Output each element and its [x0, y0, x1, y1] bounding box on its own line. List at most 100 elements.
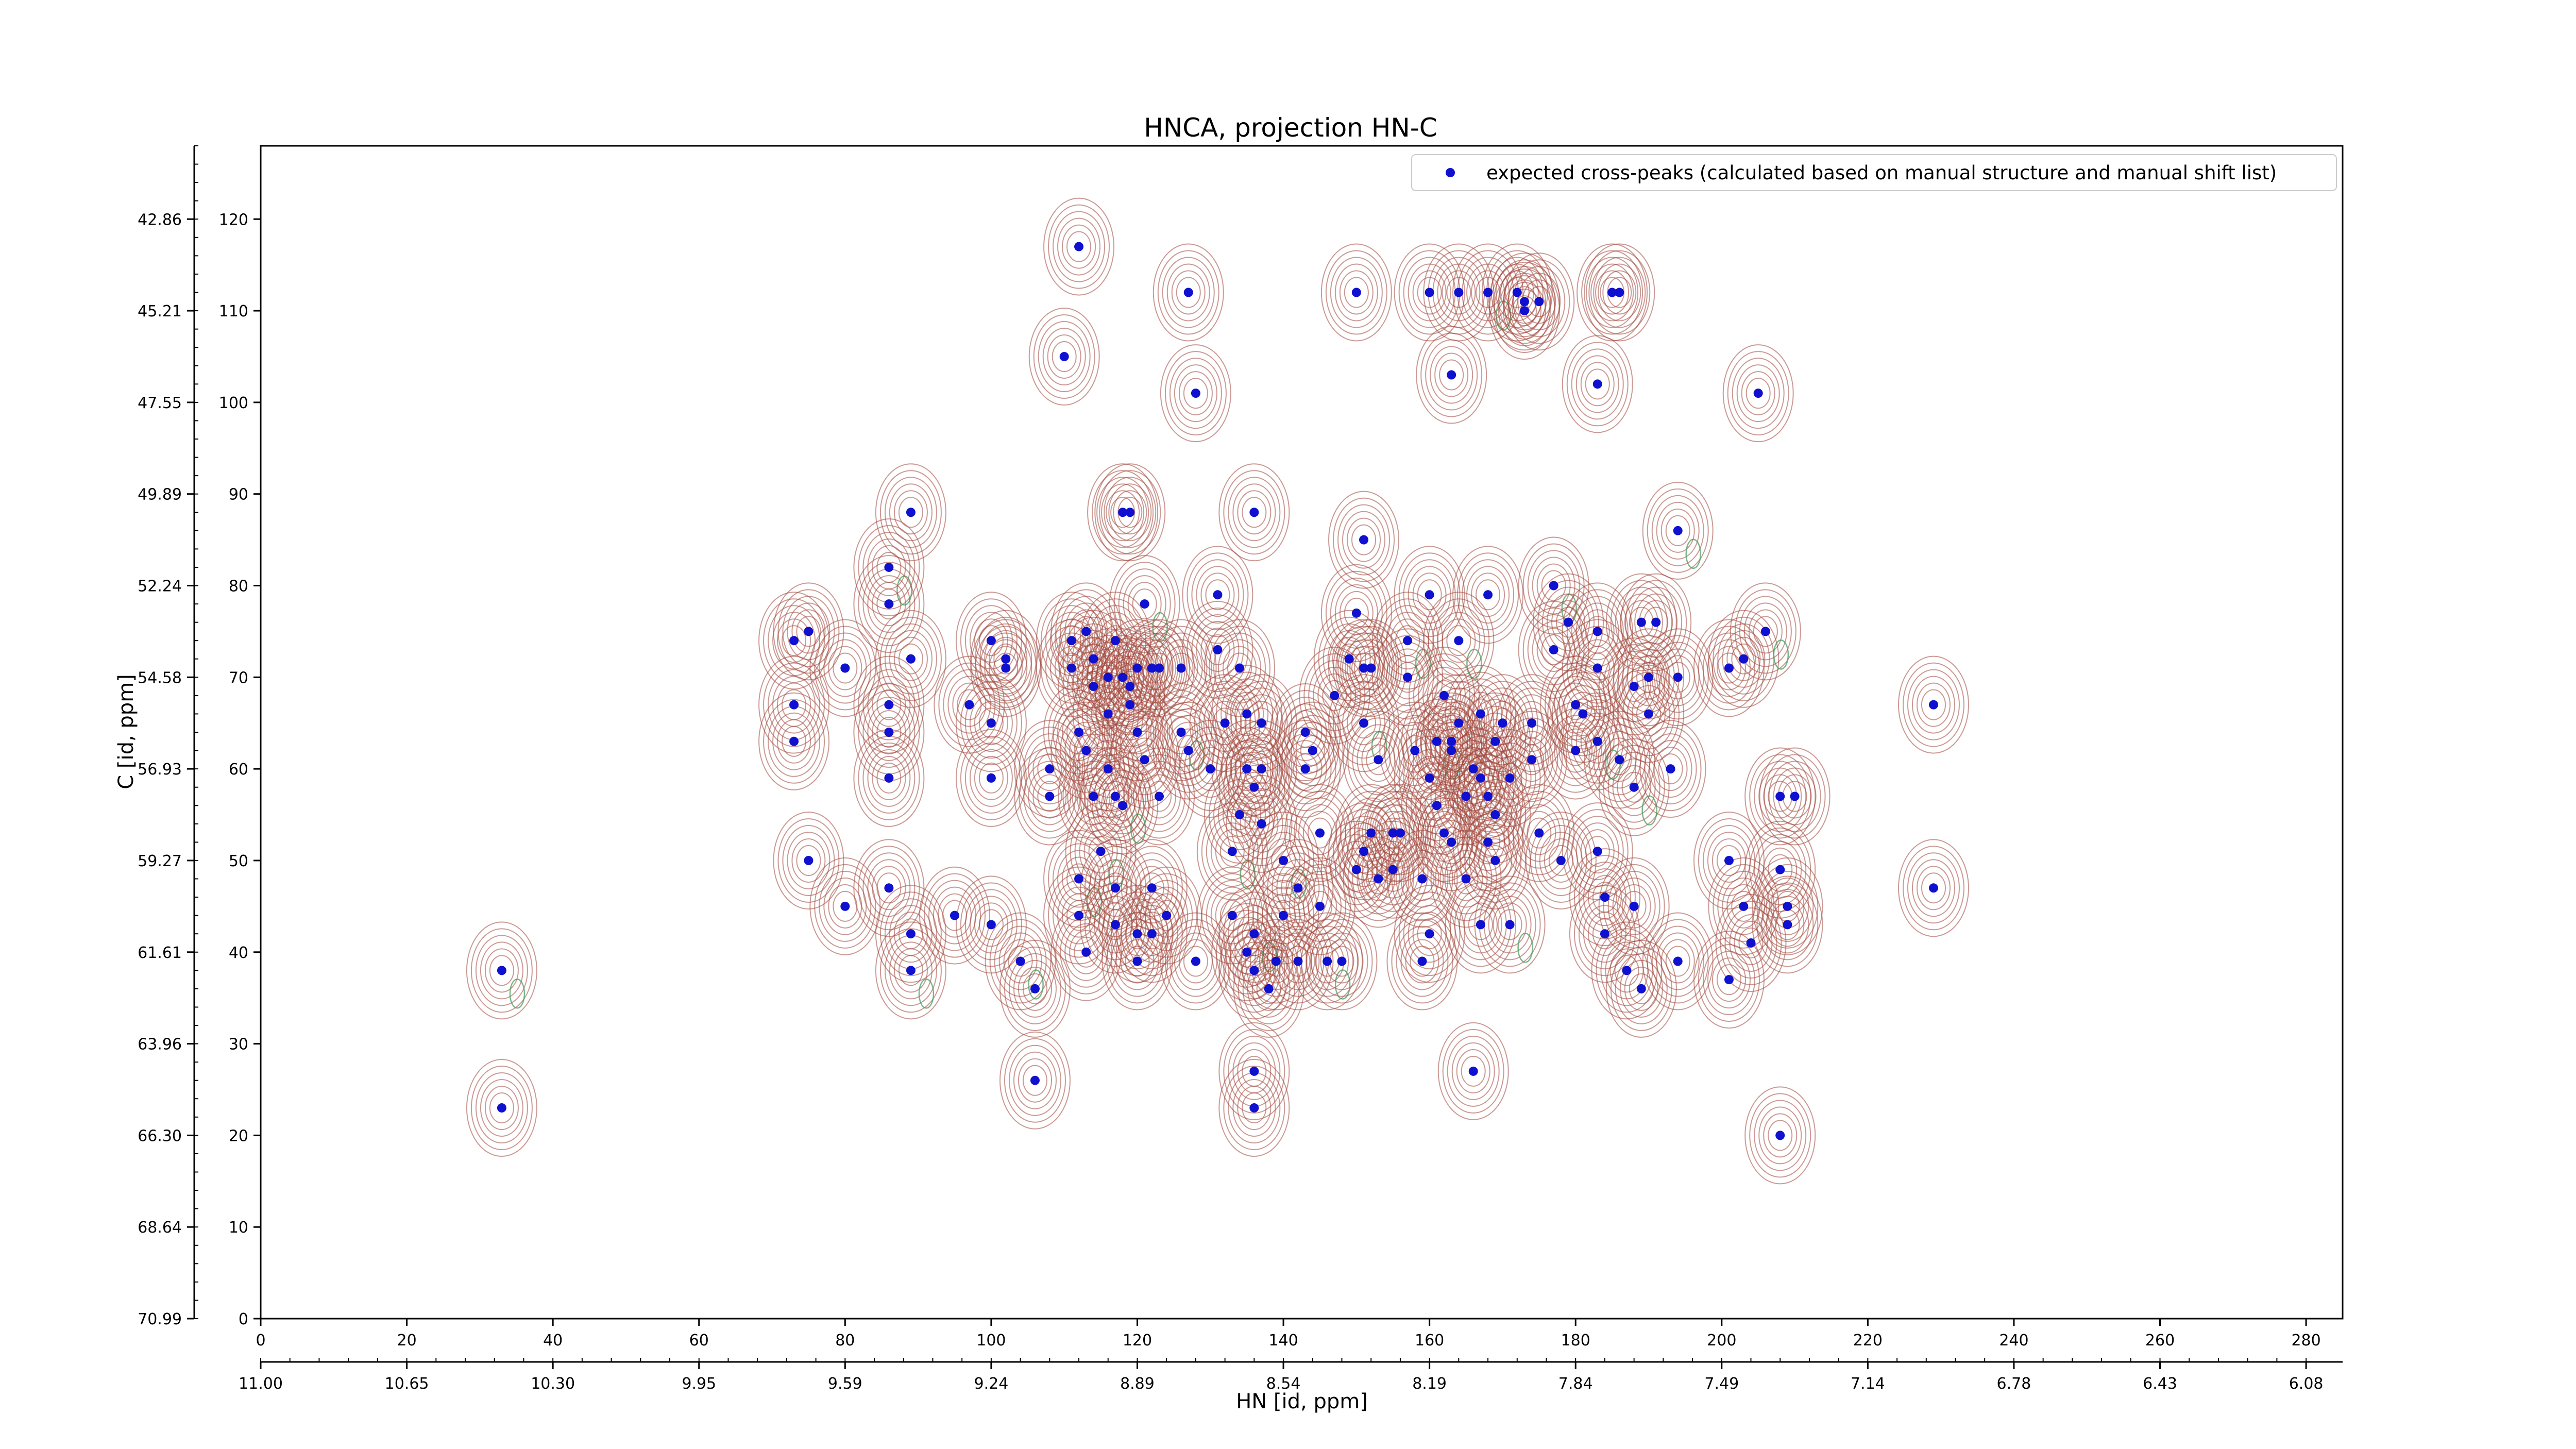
contour-ring	[777, 818, 840, 903]
cross-peak-point	[1600, 892, 1609, 902]
y-secondary-tick-label: 49.89	[138, 486, 182, 504]
contour-ring	[1244, 701, 1279, 746]
cross-peak-point	[804, 855, 814, 865]
contour-ring	[978, 762, 1004, 794]
contour-ring	[1191, 614, 1244, 685]
contour-ring	[1588, 250, 1651, 335]
contour-ring	[867, 538, 911, 596]
cross-peak-point	[906, 929, 916, 939]
contour-ring	[970, 610, 1042, 708]
contour-ring	[1549, 715, 1602, 786]
contour-ring	[1149, 893, 1184, 938]
legend-marker	[1446, 168, 1455, 177]
contour-ring	[1768, 761, 1821, 832]
cross-peak-point	[1132, 929, 1142, 939]
cross-peak-point	[884, 562, 894, 572]
contour-ring	[898, 955, 923, 986]
cross-peak-point	[1074, 874, 1084, 884]
contour-ring	[1325, 250, 1387, 335]
contour-ring	[1262, 912, 1334, 1010]
cross-peak-point	[1425, 590, 1434, 600]
contour-ring	[1517, 804, 1561, 862]
contour-ring	[1585, 368, 1610, 400]
contour-ring	[1208, 701, 1242, 746]
cross-peak-point	[1308, 746, 1317, 755]
cross-peak-point	[906, 508, 916, 517]
contour-ring	[1580, 719, 1615, 764]
contour-ring	[1394, 885, 1465, 983]
contour-ring	[1289, 864, 1351, 949]
contour-ring	[876, 689, 902, 720]
contour-ring	[1401, 756, 1472, 855]
cross-peak-point	[884, 700, 894, 710]
contour-ring	[484, 1086, 519, 1131]
cross-peak-point	[1249, 929, 1259, 939]
cross-peak-point	[1183, 746, 1193, 755]
contour-ring	[1585, 652, 1610, 684]
cross-peak-point	[1293, 956, 1303, 966]
cross-peak-point	[1234, 810, 1244, 820]
x-tick-label: 280	[2291, 1332, 2320, 1350]
y-tick-label: 20	[229, 1127, 248, 1145]
contour-ring	[489, 955, 514, 986]
contour-ring	[1334, 263, 1378, 322]
contour-ring	[1285, 872, 1311, 904]
y-axis-secondary: 70.99 68.64 66.30 63.96 61.61 59.27 56.93 54.58…	[138, 145, 198, 1328]
contour-ring	[1283, 703, 1327, 761]
contour-ring	[814, 626, 876, 711]
contour-ring	[1237, 1086, 1272, 1131]
y-secondary-tick-label: 42.86	[138, 211, 182, 229]
contour-ring	[1145, 886, 1189, 945]
contour-ring	[1266, 838, 1301, 883]
contour-ring	[1618, 671, 1680, 756]
contour-ring	[1240, 694, 1283, 752]
contour-ring	[1132, 744, 1157, 776]
contour-ring	[1227, 652, 1252, 684]
contour-ring	[1902, 846, 1964, 931]
x-tick-label: 160	[1415, 1332, 1444, 1350]
y-secondary-tick-label: 59.27	[138, 852, 182, 870]
contour-ring	[1166, 263, 1210, 322]
contour-ring	[1759, 747, 1831, 846]
cross-peak-point	[1783, 901, 1792, 911]
contour-ring	[1183, 378, 1208, 409]
contour-ring	[1118, 724, 1171, 796]
contour-ring	[1752, 875, 1823, 974]
cross-peak-point	[1403, 672, 1413, 682]
contour-ring	[1753, 616, 1778, 647]
contour-ring	[1116, 619, 1188, 717]
contour-ring	[1023, 733, 1076, 805]
contour-ring	[1162, 257, 1215, 328]
x-secondary-tick-label: 7.49	[1704, 1375, 1739, 1393]
contour-ring	[1125, 898, 1178, 970]
cross-peak-point	[1775, 865, 1785, 874]
contour-ring	[1274, 727, 1336, 812]
contour-ring	[1153, 243, 1224, 342]
cross-peak-point	[1928, 883, 1938, 893]
contour-ring	[1371, 840, 1415, 899]
contour-ring	[1768, 1120, 1793, 1151]
contour-ring	[1434, 728, 1469, 773]
contour-ring	[1635, 720, 1706, 818]
contour-ring	[1004, 1038, 1066, 1123]
contour-ring	[1048, 204, 1110, 289]
contour-ring-negative	[1641, 795, 1657, 825]
cross-peak-point	[1592, 847, 1602, 856]
contour-ring	[1237, 948, 1272, 993]
contour-ring	[1306, 912, 1378, 1010]
contour-ring	[1276, 859, 1320, 917]
contour-ring	[1768, 854, 1793, 885]
contour-ring	[1754, 1100, 1807, 1171]
cross-peak-point	[1045, 764, 1055, 774]
x-tick-label: 40	[543, 1332, 563, 1350]
contour-ring	[772, 676, 816, 734]
contour-ring	[1028, 307, 1100, 406]
cross-peak-point	[1242, 947, 1252, 957]
contour-ring	[1055, 909, 1117, 995]
contour-ring	[1519, 744, 1545, 776]
contour-ring	[1442, 1029, 1504, 1114]
contour-ring	[1235, 733, 1288, 805]
contour-ring	[480, 941, 523, 1000]
contour-ring	[1439, 827, 1464, 858]
contour-ring	[1412, 270, 1447, 315]
